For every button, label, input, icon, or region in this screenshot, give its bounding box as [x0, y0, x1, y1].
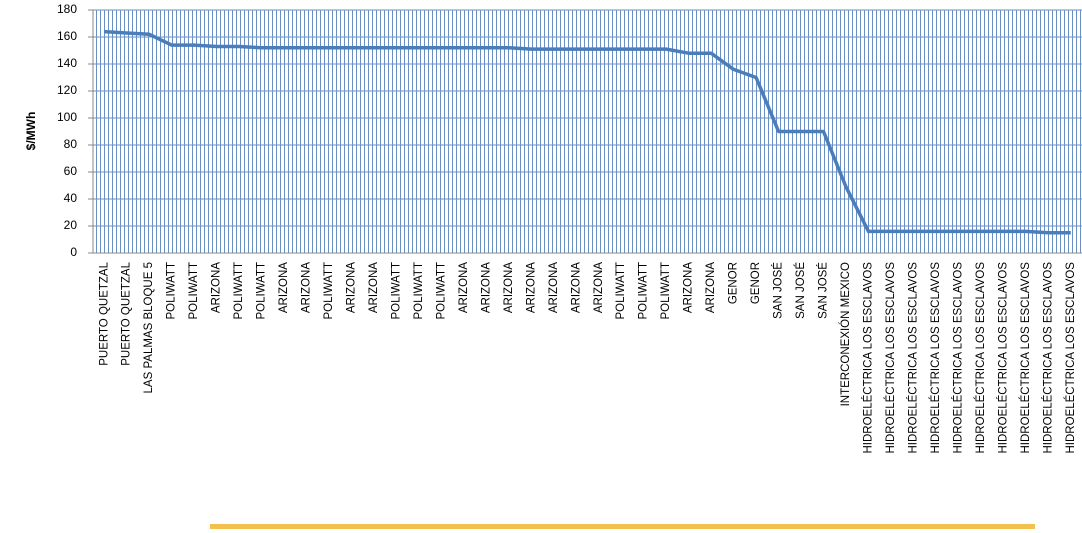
x-tick-label: PUERTO QUETZAL — [121, 261, 133, 365]
x-tick-label: ARIZONA — [548, 262, 560, 313]
line — [104, 29, 1071, 235]
x-tick-label: SAN JOSÉ — [817, 262, 830, 319]
x-tick-label: GENOR — [750, 262, 762, 304]
x-tick-label: ARIZONA — [525, 262, 537, 313]
x-tick-label: HIDROELÉCTRICA LOS ESCLAVOS — [1041, 262, 1054, 454]
x-tick-label: HIDROELÉCTRICA LOS ESCLAVOS — [906, 262, 919, 454]
x-tick-label: ARIZONA — [683, 262, 695, 313]
x-tick-label: POLIWATT — [233, 262, 245, 320]
x-tick-label: HIDROELÉCTRICA LOS ESCLAVOS — [974, 262, 987, 454]
x-tick-label: ARIZONA — [503, 262, 515, 313]
x-tick-label: HIDROELÉCTRICA LOS ESCLAVOS — [1019, 262, 1032, 454]
x-tick-label: ARIZONA — [705, 262, 717, 313]
x-tick-label: HIDROELÉCTRICA LOS ESCLAVOS — [996, 262, 1009, 454]
x-tick-label: HIDROELÉCTRICA LOS ESCLAVOS — [884, 262, 897, 454]
x-tick-label: POLIWATT — [660, 262, 672, 320]
x-tick-label: HIDROELÉCTRICA LOS ESCLAVOS — [929, 262, 942, 454]
y-tick-label: 80 — [64, 137, 78, 151]
x-tick-label: ARIZONA — [570, 262, 582, 313]
y-tick-label: 100 — [57, 110, 77, 124]
y-tick-label: 60 — [64, 164, 78, 178]
x-tick-label: POLIWATT — [413, 262, 425, 320]
x-tick-label: POLIWATT — [256, 262, 268, 320]
y-tick-label: 40 — [64, 191, 78, 205]
x-tick-label: ARIZONA — [301, 262, 313, 313]
x-tick-label: POLIWATT — [615, 262, 627, 320]
x-tick-label: POLIWATT — [188, 262, 200, 320]
x-tick-label: ARIZONA — [278, 262, 290, 313]
x-tick-label: HIDROELÉCTRICA LOS ESCLAVOS — [861, 262, 874, 454]
x-tick-label: HIDROELÉCTRICA LOS ESCLAVOS — [1064, 262, 1077, 454]
x-tick-label: GENOR — [728, 262, 740, 304]
y-tick-label: 20 — [64, 218, 78, 232]
x-tick-label: SAN JOSÉ — [794, 262, 807, 319]
x-tick-label: ARIZONA — [211, 262, 223, 313]
x-tick-label: ARIZONA — [346, 262, 358, 313]
x-tick-label: LAS PALMAS BLOQUE 5 — [143, 262, 155, 393]
y-tick-label: 140 — [57, 56, 77, 70]
x-tick-label: ARIZONA — [480, 262, 492, 313]
x-tick-label: POLIWATT — [638, 262, 650, 320]
x-tick-label: ARIZONA — [593, 262, 605, 313]
y-tick-label: 180 — [57, 2, 77, 16]
x-tick-label: PUERTO QUETZAL — [98, 261, 110, 365]
x-tick-label: POLIWATT — [166, 262, 178, 320]
x-tick-label: HIDROELÉCTRICA LOS ESCLAVOS — [951, 262, 964, 454]
x-tick-label: INTERCONEXIÓN MEXICO — [839, 262, 852, 406]
x-tick-label: ARIZONA — [368, 262, 380, 313]
y-tick-label: 0 — [70, 245, 77, 259]
y-tick-label: 160 — [57, 29, 77, 43]
x-tick-label: SAN JOSÉ — [772, 262, 785, 319]
y-tick-label: 120 — [57, 83, 77, 97]
decor-bar — [210, 524, 1035, 529]
y-axis-label: $/MWh — [24, 112, 38, 151]
x-tick-label: POLIWATT — [435, 262, 447, 320]
x-tick-label: POLIWATT — [390, 262, 402, 320]
x-tick-label: ARIZONA — [458, 262, 470, 313]
x-tick-label: POLIWATT — [323, 262, 335, 320]
